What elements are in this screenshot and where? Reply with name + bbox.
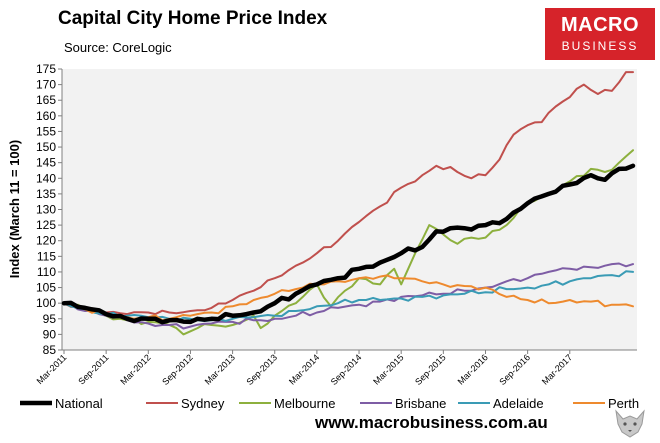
legend: National Sydney Melbourne Brisbane Adelaide P… [20, 396, 639, 411]
plot-area [62, 69, 637, 350]
y-tick-label: 170 [36, 78, 56, 92]
logo-line-2: BUSINESS [561, 39, 639, 53]
x-tick-label: Mar-2015 [371, 352, 405, 386]
y-tick-label: 145 [36, 156, 56, 170]
series-line-sydney [63, 71, 634, 316]
logo-line-1: MACRO [560, 14, 640, 36]
legend-label-melbourne: Melbourne [274, 396, 335, 411]
x-axis-ticks: Mar-2011 Sep-2011 Mar-2012 Sep-2012 Mar-2013… [35, 350, 574, 387]
legend-label-national: National [55, 396, 103, 411]
y-tick-label: 120 [36, 234, 56, 248]
y-tick-label: 95 [43, 312, 57, 326]
x-tick-label: Sep-2015 [413, 352, 448, 387]
y-tick-label: 115 [37, 249, 56, 263]
y-tick-label: 130 [36, 203, 56, 217]
x-tick-label: Mar-2013 [203, 352, 237, 386]
y-tick-label: 165 [36, 93, 56, 107]
y-tick-label: 90 [43, 327, 57, 341]
legend-label-sydney: Sydney [181, 396, 225, 411]
legend-label-brisbane: Brisbane [395, 396, 446, 411]
x-tick-label: Mar-2017 [540, 352, 574, 386]
y-tick-label: 125 [36, 218, 56, 232]
series-lines [61, 71, 636, 336]
y-tick-label: 100 [36, 296, 56, 310]
y-tick-label: 135 [36, 187, 56, 201]
y-tick-label: 140 [36, 171, 56, 185]
x-tick-label: Mar-2012 [118, 352, 152, 386]
y-tick-label: 85 [43, 343, 57, 357]
y-axis-label: Index (March 11 = 100) [7, 140, 22, 278]
y-tick-label: 155 [36, 124, 56, 138]
macrobusiness-logo: MACRO BUSINESS [545, 8, 655, 60]
y-tick-label: 105 [36, 281, 56, 295]
x-tick-label: Sep-2011 [76, 352, 110, 386]
chart-title: Capital City Home Price Index [58, 8, 328, 29]
legend-label-adelaide: Adelaide [493, 396, 544, 411]
x-tick-label: Sep-2014 [329, 352, 364, 387]
x-tick-label: Mar-2011 [35, 352, 69, 386]
y-tick-label: 160 [36, 109, 56, 123]
website-url: www.macrobusiness.com.au [315, 413, 548, 432]
wolf-logo-icon [615, 409, 645, 438]
x-tick-label: Sep-2016 [497, 352, 532, 387]
y-tick-label: 150 [36, 140, 56, 154]
y-tick-label: 110 [37, 265, 56, 279]
x-tick-label: Sep-2013 [244, 352, 279, 387]
legend-label-perth: Perth [608, 396, 639, 411]
x-tick-label: Mar-2014 [287, 352, 321, 386]
x-tick-label: Sep-2012 [160, 352, 195, 387]
chart-source: Source: CoreLogic [64, 40, 172, 55]
series-line-national [61, 163, 636, 325]
y-tick-label: 175 [36, 62, 56, 76]
series-line-brisbane [63, 262, 634, 330]
x-tick-label: Mar-2016 [456, 352, 490, 386]
series-line-perth [63, 274, 634, 322]
